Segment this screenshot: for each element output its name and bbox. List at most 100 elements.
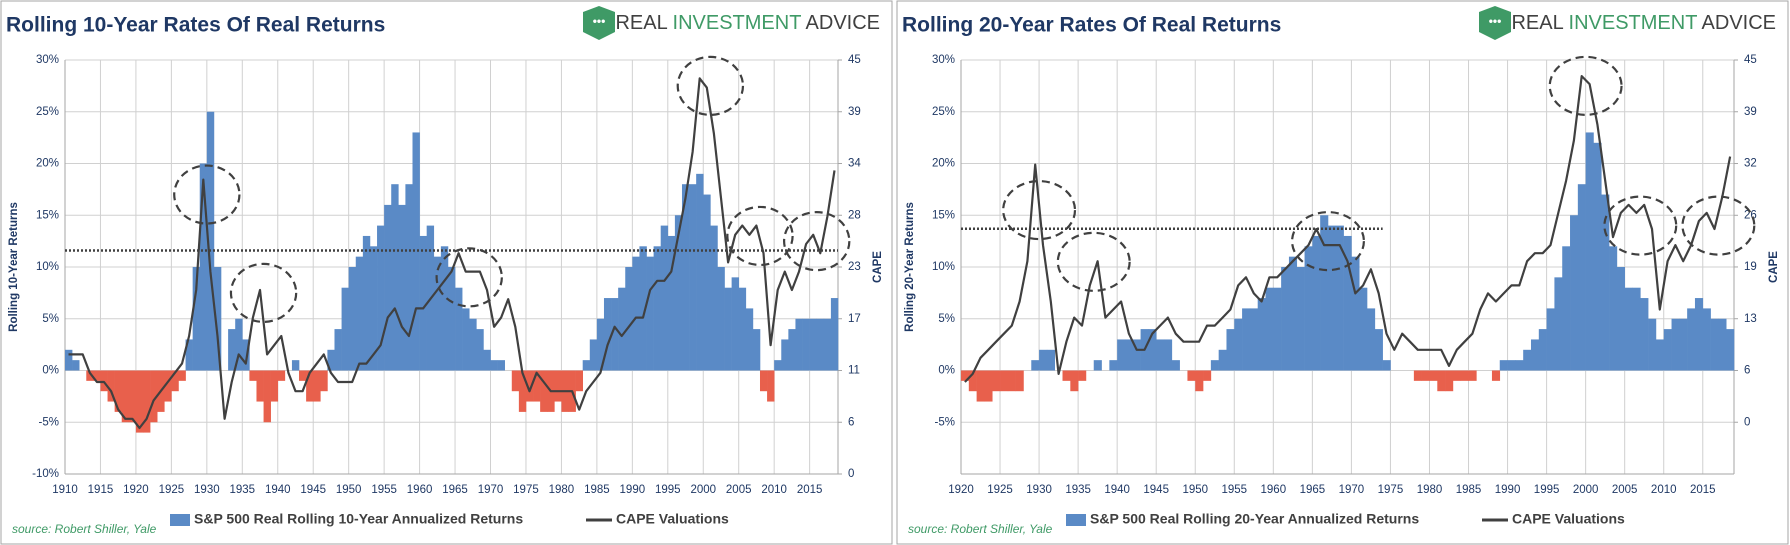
x-tick-label: 1980 [549,484,575,496]
return-bar [774,360,782,371]
return-bar [781,339,789,371]
x-tick-label: 1930 [1026,484,1052,496]
y2-tick-label: 19 [1744,261,1757,273]
highlight-circle [726,205,794,267]
x-tick-label: 2015 [797,484,823,496]
return-bar [1257,298,1266,371]
return-bar [1320,215,1329,371]
return-bar [674,215,683,371]
return-bar [646,256,654,371]
return-bar [72,360,80,371]
return-bar [596,318,605,371]
highlight-circle [676,55,745,116]
y-tick-label: 30% [932,54,955,66]
y2-tick-label: 45 [848,54,861,66]
legend-swatch [170,514,190,526]
return-bar [976,370,985,402]
return-bar [717,267,725,371]
x-tick-label: 2010 [761,484,787,496]
return-bar [114,370,123,412]
x-tick-label: 1945 [1143,484,1169,496]
x-tick-label: 2005 [726,484,752,496]
return-bar [1609,246,1618,371]
y-tick-label: 5% [938,313,955,325]
return-bar [823,318,832,371]
return-bar [135,370,144,433]
y-axis-label: Rolling 20-Year Returns [904,202,916,332]
return-bar [313,370,321,402]
return-bar [1156,339,1165,371]
x-tick-label: 2010 [1651,484,1677,496]
return-bar [589,339,598,371]
return-bar [1577,184,1586,371]
return-bar [121,370,130,423]
return-bar [334,329,342,371]
y2-tick-label: 34 [848,158,861,170]
return-bar [1382,360,1391,371]
return-bar [816,318,825,371]
return-bar [1343,235,1352,371]
y-tick-label: -5% [935,416,955,428]
x-tick-label: 1955 [1221,484,1247,496]
return-bar [1195,370,1204,392]
return-bar [270,370,279,402]
return-bar [1710,318,1719,371]
return-bar [1007,370,1016,392]
return-bar [1718,318,1727,371]
return-bar [992,370,1001,392]
y-tick-label: 0% [42,365,59,377]
return-bar [795,318,803,371]
return-bar [752,329,761,371]
y-tick-label: 20% [36,158,59,170]
y-tick-label: 30% [36,54,59,66]
x-tick-label: 2015 [1690,484,1716,496]
return-bar [788,329,796,371]
x-tick-label: 1940 [265,484,291,496]
return-bar [1726,329,1735,371]
chart-title: Rolling 10-Year Rates Of Real Returns [6,14,385,37]
return-bar [511,370,520,392]
return-bar [1523,349,1532,371]
return-bar [1210,360,1219,371]
x-tick-label: 1985 [584,484,610,496]
return-bar [1624,287,1633,371]
return-bar [327,349,335,371]
y-tick-label: 15% [36,209,59,221]
return-bar [1585,132,1594,371]
legend-label: S&P 500 Real Rolling 20-Year Annualized … [1090,511,1419,527]
return-bar [1679,318,1688,371]
return-bar [968,370,977,392]
x-tick-label: 1990 [620,484,646,496]
return-bar [1304,246,1313,371]
return-bar [1109,360,1118,371]
brand-word: REAL [615,12,667,34]
y2-axis-label: CAPE [1768,251,1780,283]
source-note: source: Robert Shiller, Yale [908,522,1053,536]
return-bar [1601,194,1610,371]
highlight-circle [173,164,241,225]
y2-tick-label: 32 [1744,158,1757,170]
return-bar [1437,370,1446,392]
y2-tick-label: 6 [1744,365,1750,377]
highlight-circle [1681,195,1756,256]
return-bar [483,349,491,371]
return-bar [206,111,215,371]
y2-tick-label: 0 [848,468,854,480]
return-bar [625,267,633,371]
y-tick-label: 20% [932,158,955,170]
brand-logo-dots: ••• [1489,14,1502,28]
return-bar [107,370,115,402]
return-bar [263,370,271,423]
brand-logo [1479,6,1511,40]
brand-word: ADVICE [806,12,880,34]
return-bar [1124,339,1134,371]
return-bar [1242,308,1251,371]
return-bar [1312,235,1321,371]
return-bar [681,184,690,371]
return-bar [1148,329,1157,371]
return-bar [533,370,541,402]
y-tick-label: 0% [938,365,955,377]
x-tick-label: 1935 [1065,484,1091,496]
return-bar [554,370,562,402]
return-bar [242,339,250,371]
